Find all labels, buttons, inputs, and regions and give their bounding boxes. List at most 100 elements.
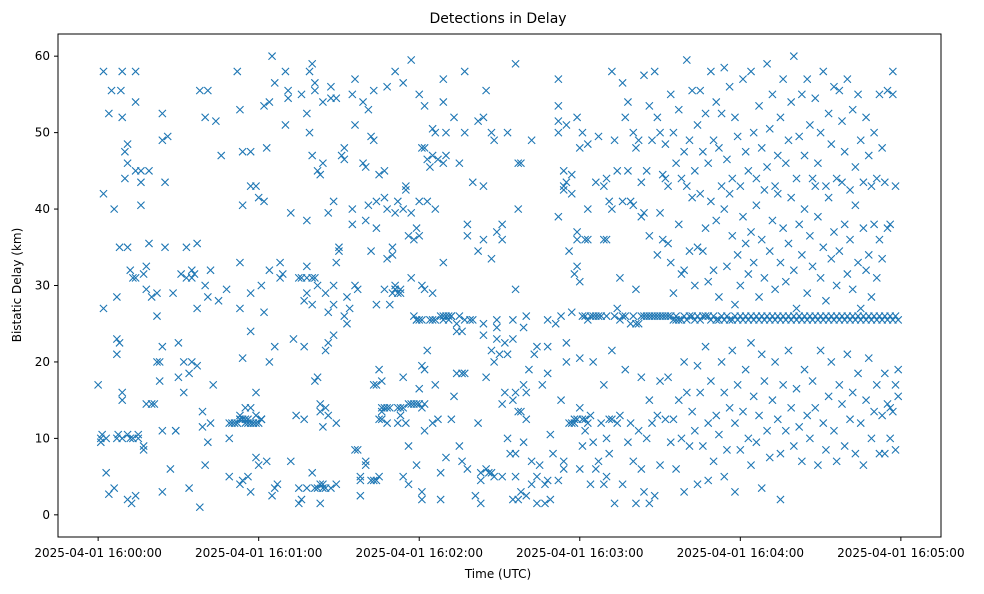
data-point bbox=[720, 205, 729, 214]
data-point bbox=[369, 136, 378, 145]
data-point bbox=[803, 289, 812, 298]
data-point bbox=[412, 224, 421, 233]
data-point bbox=[179, 388, 188, 397]
data-point bbox=[741, 365, 750, 374]
data-point bbox=[527, 136, 536, 145]
data-point bbox=[96, 438, 105, 447]
data-point bbox=[894, 315, 903, 324]
data-point bbox=[393, 197, 402, 206]
data-point bbox=[185, 369, 194, 378]
data-point bbox=[637, 178, 646, 187]
data-point bbox=[797, 457, 806, 466]
data-point bbox=[669, 128, 678, 137]
data-point bbox=[717, 182, 726, 191]
data-point bbox=[813, 461, 822, 470]
data-point bbox=[894, 392, 903, 401]
data-point bbox=[514, 205, 523, 214]
data-point bbox=[404, 231, 413, 240]
data-point bbox=[672, 159, 681, 168]
data-point bbox=[508, 396, 517, 405]
data-point bbox=[286, 208, 295, 217]
data-point bbox=[404, 442, 413, 451]
data-point bbox=[439, 98, 448, 107]
data-point bbox=[755, 411, 764, 420]
data-point bbox=[688, 193, 697, 202]
data-point bbox=[372, 300, 381, 309]
data-point bbox=[811, 403, 820, 412]
data-point bbox=[420, 365, 429, 374]
x-tick-label: 2025-04-01 16:01:00 bbox=[195, 546, 322, 560]
data-point bbox=[412, 399, 421, 408]
data-point bbox=[393, 289, 402, 298]
data-point bbox=[270, 484, 279, 493]
data-point bbox=[391, 281, 400, 290]
data-point bbox=[127, 499, 136, 508]
data-point bbox=[602, 312, 611, 321]
data-point bbox=[854, 90, 863, 99]
data-point bbox=[514, 159, 523, 168]
data-point bbox=[423, 346, 432, 355]
data-point bbox=[674, 396, 683, 405]
data-point bbox=[329, 331, 338, 340]
data-point bbox=[324, 338, 333, 347]
data-point bbox=[744, 270, 753, 279]
data-point bbox=[316, 480, 325, 489]
data-point bbox=[741, 147, 750, 156]
data-point bbox=[463, 220, 472, 229]
data-point bbox=[682, 315, 691, 324]
data-point bbox=[685, 247, 694, 256]
data-point bbox=[875, 235, 884, 244]
data-point bbox=[428, 124, 437, 133]
data-point bbox=[187, 266, 196, 275]
data-point bbox=[340, 155, 349, 164]
data-point bbox=[648, 419, 657, 428]
data-point bbox=[602, 434, 611, 443]
data-point bbox=[557, 396, 566, 405]
data-point bbox=[688, 86, 697, 95]
data-point bbox=[193, 304, 202, 313]
data-point bbox=[401, 182, 410, 191]
data-point bbox=[543, 476, 552, 485]
data-point bbox=[479, 235, 488, 244]
data-point bbox=[586, 411, 595, 420]
data-point bbox=[318, 98, 327, 107]
data-point bbox=[835, 380, 844, 389]
data-point bbox=[741, 239, 750, 248]
data-point bbox=[142, 285, 151, 294]
data-point bbox=[367, 247, 376, 256]
x-tick-label: 2025-04-01 16:05:00 bbox=[837, 546, 964, 560]
data-point bbox=[549, 449, 558, 458]
data-point bbox=[308, 59, 317, 68]
data-point bbox=[300, 296, 309, 305]
data-point bbox=[757, 350, 766, 359]
data-point bbox=[468, 178, 477, 187]
x-axis: 2025-04-01 16:00:00 2025-04-01 16:01:00 20… bbox=[34, 537, 965, 560]
data-point bbox=[701, 342, 710, 351]
data-point bbox=[498, 235, 507, 244]
data-point bbox=[720, 388, 729, 397]
data-point bbox=[803, 411, 812, 420]
data-point bbox=[198, 422, 207, 431]
data-point bbox=[645, 396, 654, 405]
data-point bbox=[733, 132, 742, 141]
data-point bbox=[195, 86, 204, 95]
data-point bbox=[821, 296, 830, 305]
data-point bbox=[640, 208, 648, 217]
data-point bbox=[479, 113, 488, 122]
data-point bbox=[337, 151, 346, 160]
data-point bbox=[613, 304, 622, 313]
x-axis-label: Time (UTC) bbox=[464, 567, 531, 581]
data-point bbox=[829, 426, 838, 435]
data-point bbox=[241, 415, 250, 424]
data-point bbox=[554, 212, 563, 221]
data-point bbox=[407, 273, 416, 282]
y-tick-label: 0 bbox=[42, 508, 50, 522]
data-point bbox=[838, 399, 846, 408]
data-point bbox=[131, 67, 140, 76]
data-point bbox=[482, 464, 491, 473]
data-point bbox=[123, 140, 132, 149]
data-point bbox=[527, 457, 536, 466]
data-point bbox=[284, 86, 293, 95]
data-point bbox=[755, 292, 764, 301]
data-point bbox=[115, 338, 124, 347]
